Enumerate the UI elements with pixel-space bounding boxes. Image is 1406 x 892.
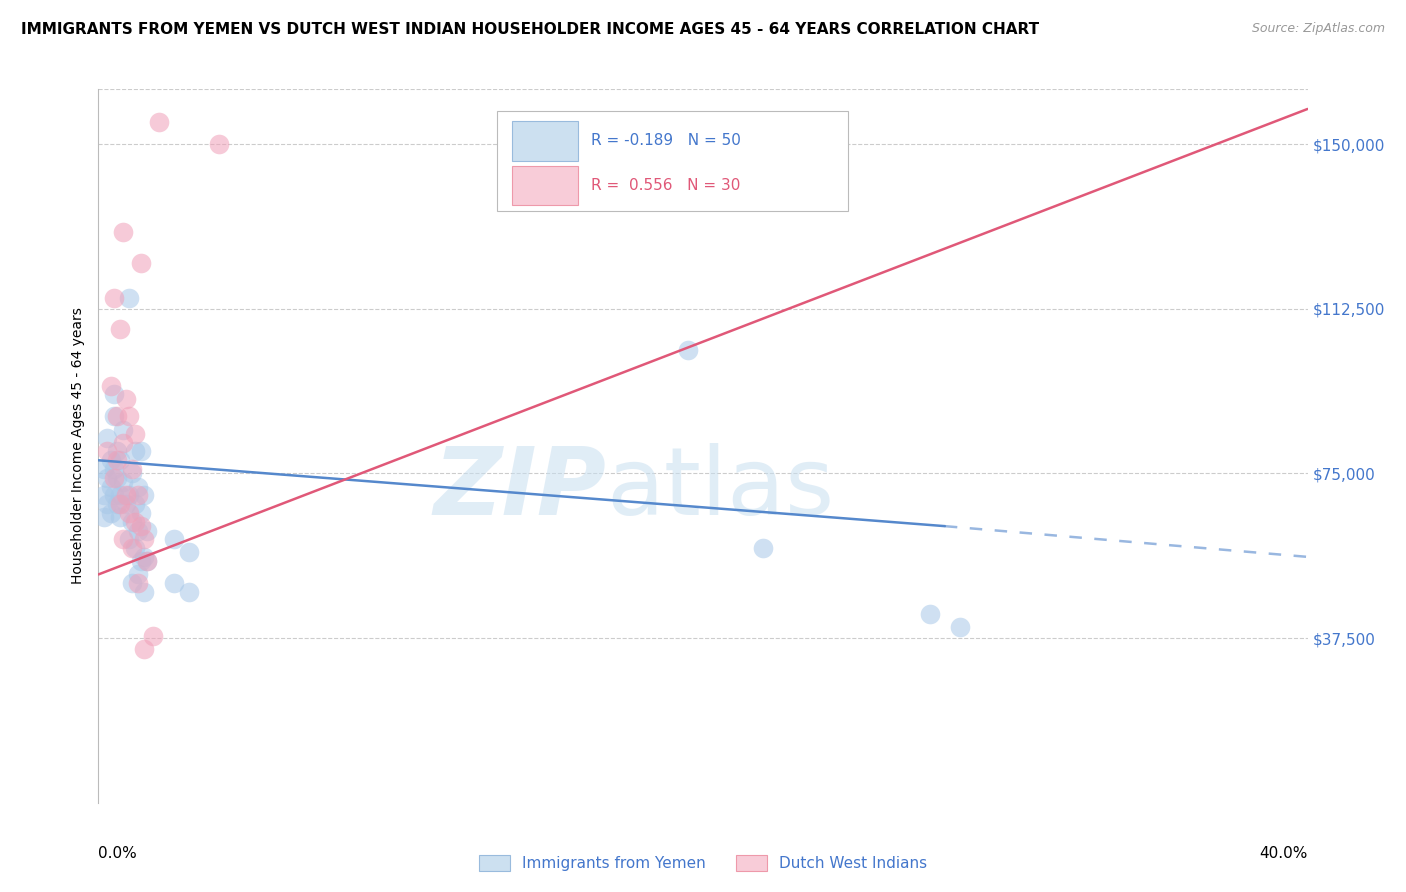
Text: Source: ZipAtlas.com: Source: ZipAtlas.com (1251, 22, 1385, 36)
Point (105, 409, 128, 424)
Text: IMMIGRANTS FROM YEMEN VS DUTCH WEST INDIAN HOUSEHOLDER INCOME AGES 45 - 64 YEARS: IMMIGRANTS FROM YEMEN VS DUTCH WEST INDI… (21, 22, 1039, 37)
Point (118, 506, 141, 520)
Point (124, 497, 146, 511)
Point (124, 515, 146, 529)
Point (96, 58, 118, 72)
Point (100, 480, 122, 494)
Point (752, 541, 775, 555)
Point (127, 524, 149, 538)
Point (105, 444, 128, 458)
Point (179, 545, 201, 559)
Y-axis label: Householder Income Ages 45 - 64 years: Householder Income Ages 45 - 64 years (72, 308, 86, 584)
Point (148, 115, 170, 129)
Point (105, 471, 128, 485)
Text: atlas: atlas (606, 442, 835, 535)
Point (103, 488, 125, 502)
Point (132, 488, 155, 502)
Point (111, 435, 134, 450)
Point (179, 585, 201, 599)
Point (208, 137, 231, 152)
Point (108, 510, 131, 524)
Point (127, 576, 149, 591)
Point (105, 497, 128, 511)
Point (103, 462, 125, 476)
Point (127, 488, 149, 502)
Point (108, 488, 131, 502)
Text: ZIP: ZIP (433, 442, 606, 535)
Point (132, 533, 155, 547)
Point (135, 554, 157, 568)
Point (135, 524, 157, 538)
FancyBboxPatch shape (512, 121, 578, 161)
Point (114, 497, 136, 511)
Point (111, 533, 134, 547)
Point (949, 620, 972, 634)
Point (114, 488, 136, 502)
Point (108, 453, 131, 467)
Point (129, 506, 152, 520)
Point (163, 576, 186, 591)
Point (114, 392, 136, 406)
Point (100, 506, 122, 520)
Point (127, 567, 149, 582)
Point (96, 471, 118, 485)
Point (129, 444, 152, 458)
Point (108, 497, 131, 511)
Point (118, 409, 141, 424)
Point (111, 423, 134, 437)
Point (918, 607, 941, 621)
Point (96, 444, 118, 458)
Text: R =  0.556   N = 30: R = 0.556 N = 30 (591, 178, 740, 193)
Point (121, 462, 143, 476)
Point (121, 541, 143, 555)
Point (93, 488, 115, 502)
Text: R = -0.189   N = 50: R = -0.189 N = 50 (591, 133, 741, 148)
Point (132, 642, 155, 657)
Point (127, 480, 149, 494)
Point (163, 533, 186, 547)
Point (135, 554, 157, 568)
Point (129, 255, 152, 269)
Point (93, 462, 115, 476)
Point (121, 515, 143, 529)
Point (118, 488, 141, 502)
Point (124, 541, 146, 555)
Text: 40.0%: 40.0% (1260, 846, 1308, 861)
FancyBboxPatch shape (512, 166, 578, 205)
Point (103, 409, 125, 424)
Point (108, 321, 131, 335)
Point (121, 576, 143, 591)
Point (132, 585, 155, 599)
Point (124, 444, 146, 458)
Point (100, 453, 122, 467)
Point (96, 431, 118, 445)
Legend: Immigrants from Yemen, Dutch West Indians: Immigrants from Yemen, Dutch West Indian… (472, 849, 934, 877)
Point (103, 471, 125, 485)
Point (121, 467, 143, 481)
Point (93, 510, 115, 524)
Point (103, 291, 125, 305)
Point (100, 378, 122, 392)
Point (96, 497, 118, 511)
Point (111, 225, 134, 239)
Point (132, 549, 155, 564)
Point (124, 426, 146, 441)
Point (129, 519, 152, 533)
Point (118, 533, 141, 547)
Point (105, 453, 128, 467)
Point (118, 291, 141, 305)
Point (129, 554, 152, 568)
FancyBboxPatch shape (498, 111, 848, 211)
Point (142, 629, 165, 643)
Point (111, 475, 134, 490)
Point (676, 343, 699, 358)
Text: 0.0%: 0.0% (98, 846, 138, 861)
Point (103, 387, 125, 401)
